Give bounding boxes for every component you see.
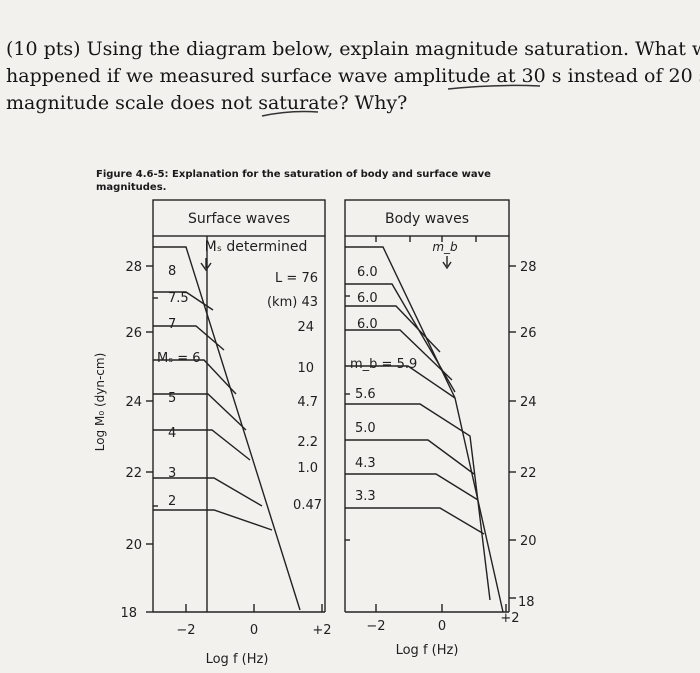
body-x-tick-neg2: −2 (366, 619, 385, 634)
l-value-2-2: 2.2 (297, 435, 318, 450)
question-line-1: (10 pts) Using the diagram below, explai… (6, 38, 700, 60)
right-tick-28: 28 (520, 260, 537, 275)
l-header-2: (km) 43 (267, 295, 318, 310)
surface-spectrum-1 (153, 246, 301, 611)
l-value-4-7: 4.7 (297, 395, 318, 410)
surface-title: Surface waves (188, 211, 290, 227)
figure-caption: Figure 4.6-5: Explanation for the satura… (96, 168, 536, 194)
surface-subtitle: Mₛ determined (205, 239, 308, 255)
surface-waves-panel (146, 199, 326, 613)
right-tick-20: 20 (520, 534, 537, 549)
figure-caption-line-2: magnitudes. (96, 182, 167, 193)
body-waves-panel (344, 199, 516, 613)
ms-label-3: 3 (168, 466, 176, 481)
y-tick-28: 28 (125, 260, 142, 275)
body-title: Body waves (385, 211, 469, 227)
mb-label-5-0: 5.0 (355, 421, 376, 436)
y-tick-26: 26 (125, 326, 142, 341)
y-tick-18: 18 (120, 606, 137, 621)
mb-label-4-3: 4.3 (355, 456, 376, 471)
surface-x-tick-pos2: +2 (312, 623, 331, 638)
l-header-1: L = 76 (275, 271, 318, 286)
ms-label-4: 4 (168, 426, 176, 441)
question-text: (10 pts) Using the diagram below, explai… (6, 36, 700, 117)
question-line-3: magnitude scale does not saturate? Why? (6, 92, 408, 114)
surface-x-tick-neg2: −2 (176, 623, 195, 638)
mb-label-5-6: 5.6 (355, 387, 376, 402)
ms-label-6: Mₛ = 6 (157, 351, 201, 366)
right-tick-22: 22 (520, 466, 537, 481)
ms-label-8: 8 (168, 264, 176, 279)
ms-label-5: 5 (168, 391, 176, 406)
ms-label-7: 7 (168, 317, 176, 332)
body-x-label: Log f (Hz) (396, 643, 459, 658)
y-axis-label: Log M₀ (dyn-cm) (93, 353, 107, 452)
right-tick-18: 18 (518, 595, 535, 610)
arrow-down-icon (442, 256, 452, 270)
mb-label-5-9: m_b = 5.9 (350, 357, 417, 372)
l-value-10: 10 (297, 361, 314, 376)
mb-label-3-3: 3.3 (355, 489, 376, 504)
l-value-1-0: 1.0 (297, 461, 318, 476)
body-x-tick-0: 0 (438, 619, 446, 634)
body-title-box (344, 199, 510, 237)
y-tick-22: 22 (125, 466, 142, 481)
mb-label-6-0-c: 6.0 (357, 317, 378, 332)
body-x-tick-pos2: +2 (500, 611, 519, 626)
mb-label-6-0-b: 6.0 (357, 291, 378, 306)
y-tick-24: 24 (125, 395, 142, 410)
ms-label-7-5: 7.5 (168, 291, 189, 306)
ms-label-2: 2 (168, 494, 176, 509)
right-tick-26: 26 (520, 326, 537, 341)
surface-x-label: Log f (Hz) (206, 652, 269, 667)
l-value-24: 24 (297, 320, 314, 335)
pen-underline-mark-2 (261, 110, 319, 117)
l-value-0-47: 0.47 (293, 498, 322, 513)
y-tick-20: 20 (125, 538, 142, 553)
pen-underline-mark (447, 84, 541, 90)
right-tick-24: 24 (520, 395, 537, 410)
surface-x-tick-0: 0 (250, 623, 258, 638)
arrow-down-icon (200, 258, 212, 272)
figure-caption-line-1: Figure 4.6-5: Explanation for the satura… (96, 169, 491, 180)
mb-marker: m_b (432, 240, 458, 254)
question-line-2: happened if we measured surface wave amp… (6, 65, 700, 87)
surface-title-box (152, 199, 326, 237)
mb-label-6-0-a: 6.0 (357, 265, 378, 280)
